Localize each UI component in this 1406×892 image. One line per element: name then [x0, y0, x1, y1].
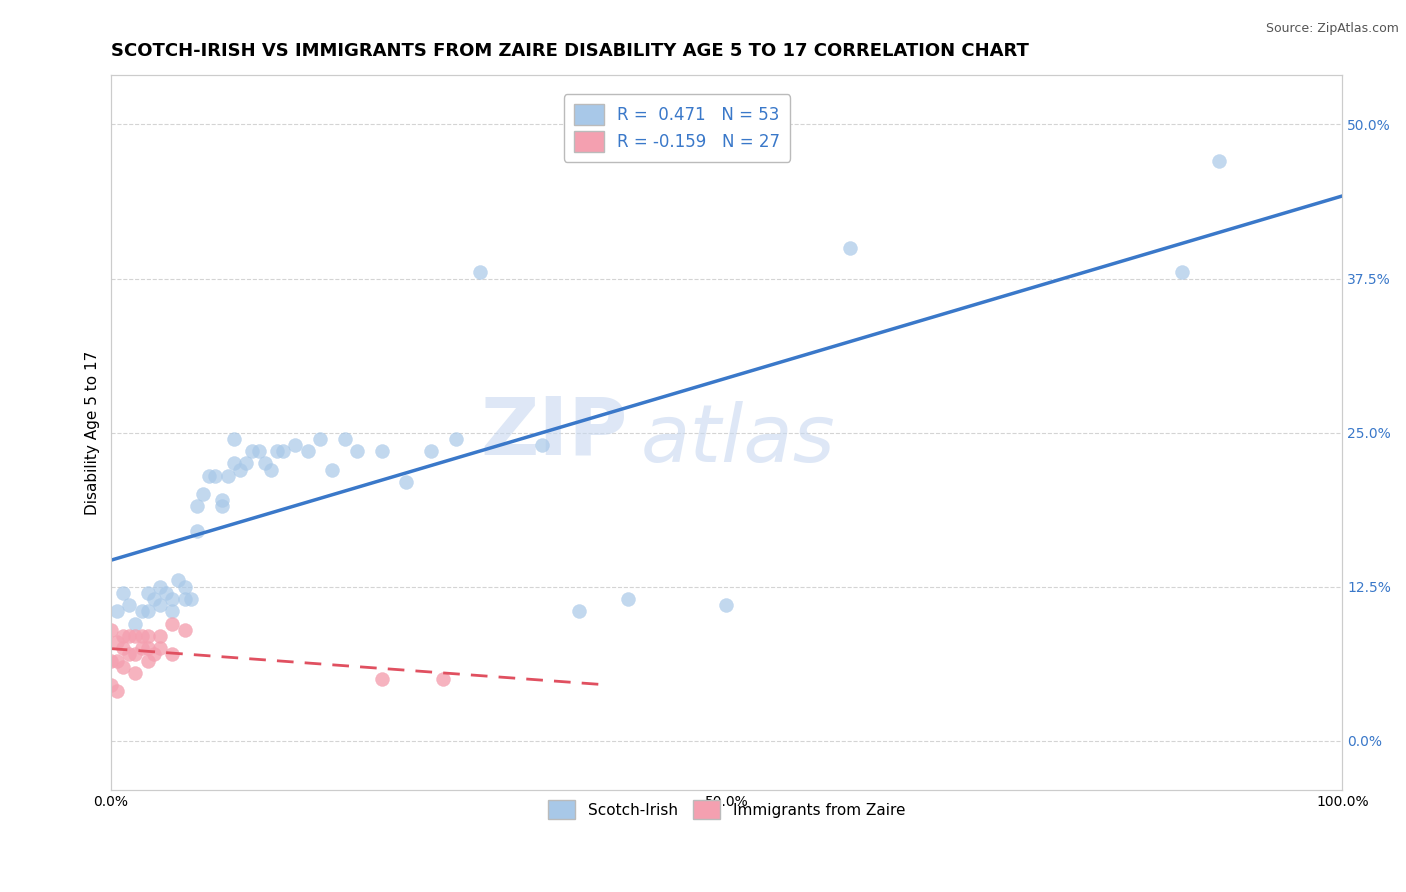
Point — [211, 493, 233, 508]
Point — [100, 678, 122, 692]
Point — [370, 672, 392, 686]
Point — [444, 432, 467, 446]
Point — [222, 456, 245, 470]
Point — [149, 580, 172, 594]
Point — [229, 462, 252, 476]
Point — [100, 623, 122, 637]
Point — [136, 641, 159, 656]
Point — [198, 468, 221, 483]
Point — [284, 438, 307, 452]
Point — [333, 432, 356, 446]
Point — [568, 604, 591, 618]
Point — [105, 653, 128, 667]
Point — [346, 444, 368, 458]
Point — [266, 444, 288, 458]
Point — [162, 616, 184, 631]
Legend: Scotch-Irish, Immigrants from Zaire: Scotch-Irish, Immigrants from Zaire — [541, 794, 911, 825]
Point — [321, 462, 343, 476]
Point — [240, 444, 263, 458]
Point — [167, 574, 190, 588]
Point — [136, 586, 159, 600]
Point — [118, 648, 141, 662]
Point — [432, 672, 454, 686]
Point — [217, 468, 239, 483]
Point — [1208, 154, 1230, 169]
Point — [118, 629, 141, 643]
Text: SCOTCH-IRISH VS IMMIGRANTS FROM ZAIRE DISABILITY AGE 5 TO 17 CORRELATION CHART: SCOTCH-IRISH VS IMMIGRANTS FROM ZAIRE DI… — [111, 42, 1029, 60]
Point — [173, 580, 195, 594]
Point — [180, 591, 202, 606]
Point — [112, 641, 135, 656]
Point — [124, 629, 146, 643]
Point — [131, 629, 153, 643]
Point — [142, 648, 165, 662]
Point — [173, 591, 195, 606]
Point — [118, 598, 141, 612]
Point — [112, 659, 135, 673]
Point — [105, 635, 128, 649]
Point — [419, 444, 441, 458]
Point — [838, 241, 860, 255]
Point — [470, 265, 492, 279]
Text: Source: ZipAtlas.com: Source: ZipAtlas.com — [1265, 22, 1399, 36]
Point — [149, 598, 172, 612]
Point — [186, 500, 208, 514]
Point — [136, 653, 159, 667]
Point — [370, 444, 392, 458]
Point — [105, 684, 128, 698]
Point — [186, 524, 208, 538]
Text: ZIP: ZIP — [481, 393, 628, 472]
Point — [162, 604, 184, 618]
Point — [297, 444, 319, 458]
Point — [124, 648, 146, 662]
Point — [247, 444, 270, 458]
Point — [309, 432, 332, 446]
Point — [136, 629, 159, 643]
Point — [100, 653, 122, 667]
Point — [395, 475, 418, 489]
Point — [142, 591, 165, 606]
Point — [162, 591, 184, 606]
Point — [211, 500, 233, 514]
Point — [235, 456, 257, 470]
Point — [112, 586, 135, 600]
Point — [222, 432, 245, 446]
Point — [204, 468, 226, 483]
Point — [716, 598, 738, 612]
Point — [162, 648, 184, 662]
Point — [1171, 265, 1194, 279]
Point — [271, 444, 294, 458]
Point — [124, 616, 146, 631]
Point — [136, 604, 159, 618]
Point — [149, 641, 172, 656]
Point — [530, 438, 553, 452]
Point — [149, 629, 172, 643]
Point — [173, 623, 195, 637]
Point — [155, 586, 177, 600]
Point — [131, 641, 153, 656]
Text: atlas: atlas — [640, 401, 835, 479]
Point — [191, 487, 214, 501]
Point — [253, 456, 276, 470]
Point — [260, 462, 283, 476]
Point — [105, 604, 128, 618]
Y-axis label: Disability Age 5 to 17: Disability Age 5 to 17 — [86, 351, 100, 515]
Point — [131, 604, 153, 618]
Point — [112, 629, 135, 643]
Point — [124, 665, 146, 680]
Point — [617, 591, 640, 606]
